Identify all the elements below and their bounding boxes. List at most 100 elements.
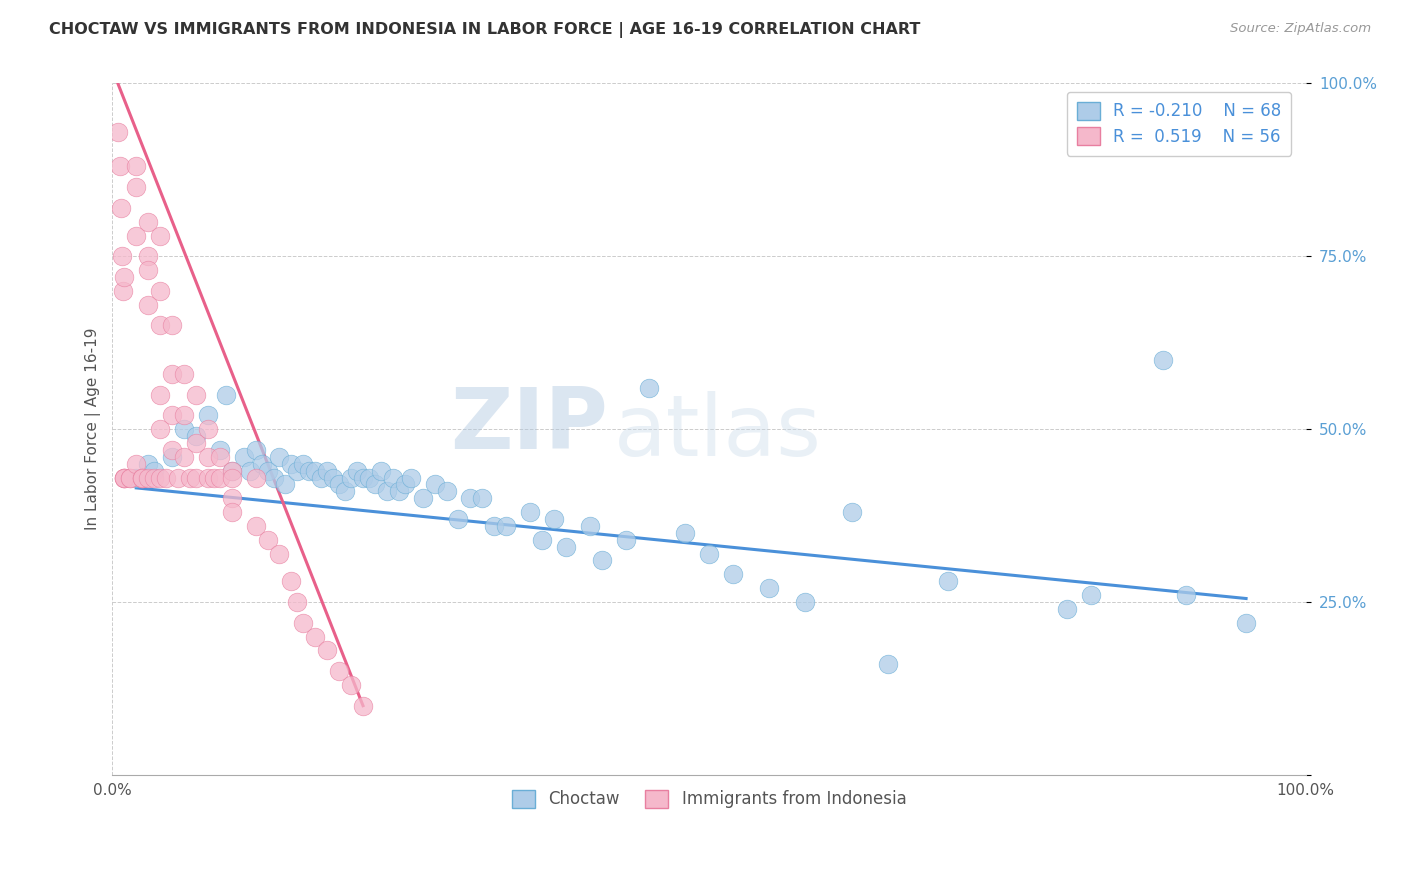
Point	[375, 484, 398, 499]
Point	[131, 470, 153, 484]
Y-axis label: In Labor Force | Age 16-19: In Labor Force | Age 16-19	[86, 328, 101, 531]
Point	[112, 470, 135, 484]
Point	[112, 470, 135, 484]
Point	[107, 125, 129, 139]
Point	[197, 409, 219, 423]
Point	[120, 470, 142, 484]
Point	[316, 643, 339, 657]
Point	[136, 298, 159, 312]
Point	[269, 547, 291, 561]
Point	[1152, 353, 1174, 368]
Point	[239, 464, 262, 478]
Text: ZIP: ZIP	[450, 384, 607, 467]
Point	[280, 457, 302, 471]
Point	[149, 387, 172, 401]
Point	[149, 422, 172, 436]
Point	[136, 470, 159, 484]
Point	[125, 470, 148, 484]
Point	[352, 470, 374, 484]
Point	[112, 470, 135, 484]
Point	[388, 484, 411, 499]
Text: atlas: atlas	[613, 391, 821, 474]
Point	[287, 595, 309, 609]
Point	[381, 470, 404, 484]
Point	[399, 470, 422, 484]
Point	[346, 464, 368, 478]
Point	[173, 409, 195, 423]
Point	[167, 470, 190, 484]
Point	[841, 505, 863, 519]
Point	[519, 505, 541, 519]
Point	[614, 533, 637, 547]
Point	[328, 664, 350, 678]
Point	[340, 470, 363, 484]
Point	[173, 367, 195, 381]
Point	[298, 464, 321, 478]
Point	[149, 284, 172, 298]
Point	[447, 512, 470, 526]
Point	[936, 574, 959, 589]
Point	[232, 450, 254, 464]
Point	[543, 512, 565, 526]
Point	[110, 201, 132, 215]
Point	[149, 318, 172, 333]
Point	[578, 519, 600, 533]
Point	[112, 470, 135, 484]
Point	[112, 270, 135, 285]
Point	[245, 442, 267, 457]
Point	[1234, 615, 1257, 630]
Point	[208, 450, 231, 464]
Point	[309, 470, 332, 484]
Point	[364, 477, 387, 491]
Point	[131, 470, 153, 484]
Point	[160, 442, 183, 457]
Point	[160, 409, 183, 423]
Point	[638, 381, 661, 395]
Point	[108, 160, 131, 174]
Point	[221, 470, 243, 484]
Point	[495, 519, 517, 533]
Point	[256, 533, 278, 547]
Point	[412, 491, 434, 506]
Point	[460, 491, 482, 506]
Point	[197, 470, 219, 484]
Point	[471, 491, 494, 506]
Point	[370, 464, 392, 478]
Point	[155, 470, 177, 484]
Point	[149, 228, 172, 243]
Point	[136, 249, 159, 263]
Point	[208, 470, 231, 484]
Point	[328, 477, 350, 491]
Point	[221, 464, 243, 478]
Point	[125, 160, 148, 174]
Point	[280, 574, 302, 589]
Point	[394, 477, 416, 491]
Point	[292, 457, 315, 471]
Point	[111, 249, 134, 263]
Point	[287, 464, 309, 478]
Point	[673, 525, 696, 540]
Point	[221, 464, 243, 478]
Point	[357, 470, 380, 484]
Point	[173, 422, 195, 436]
Point	[136, 457, 159, 471]
Point	[877, 657, 900, 672]
Point	[197, 422, 219, 436]
Point	[215, 387, 238, 401]
Point	[269, 450, 291, 464]
Point	[143, 470, 166, 484]
Point	[179, 470, 201, 484]
Point	[340, 678, 363, 692]
Point	[352, 698, 374, 713]
Point	[131, 470, 153, 484]
Point	[1080, 588, 1102, 602]
Point	[245, 519, 267, 533]
Point	[250, 457, 273, 471]
Point	[136, 263, 159, 277]
Point	[333, 484, 356, 499]
Point	[758, 581, 780, 595]
Point	[274, 477, 297, 491]
Point	[793, 595, 815, 609]
Point	[304, 630, 326, 644]
Legend: Choctaw, Immigrants from Indonesia: Choctaw, Immigrants from Indonesia	[505, 783, 912, 815]
